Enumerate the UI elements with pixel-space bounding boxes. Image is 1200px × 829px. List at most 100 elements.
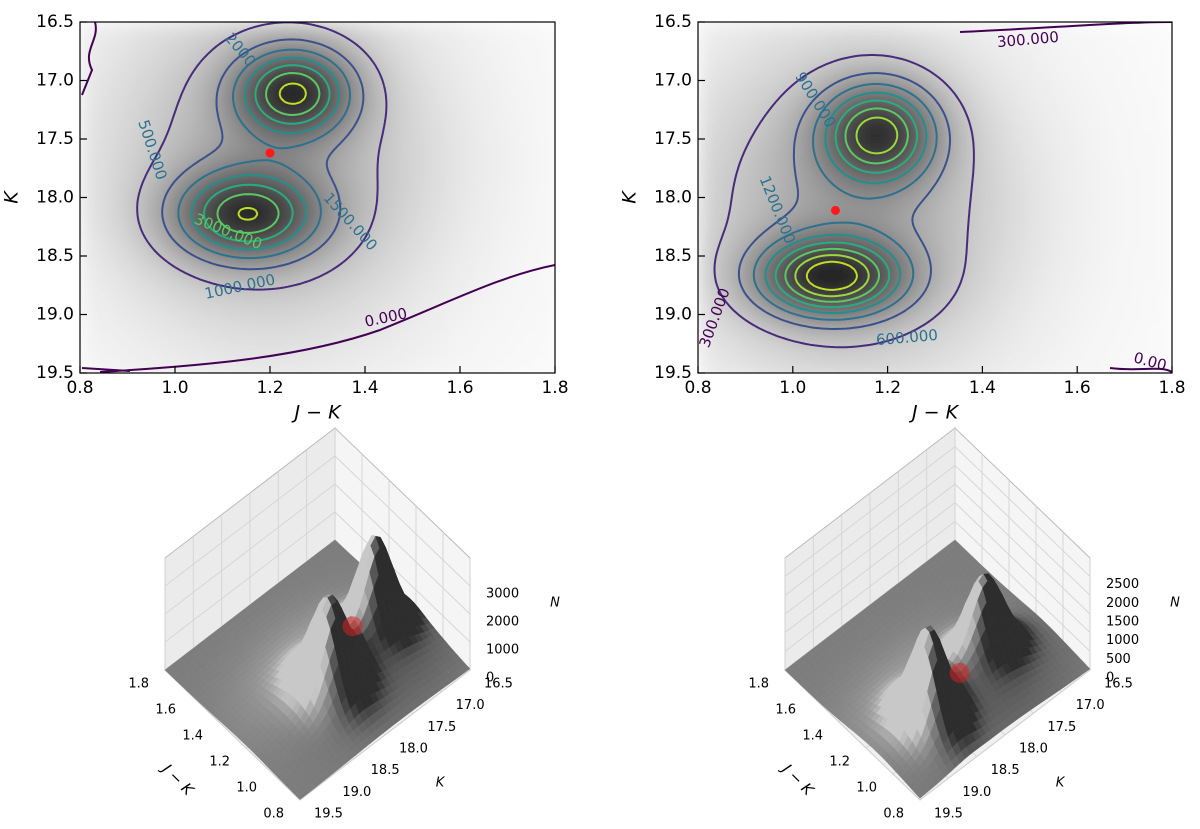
density-cell: [450, 222, 461, 233]
density-cell: [360, 132, 371, 143]
density-cell: [1008, 332, 1019, 343]
y-tick-label: 18.0: [36, 188, 74, 208]
density-cell: [150, 52, 161, 63]
density-cell: [918, 192, 929, 203]
density-cell: [370, 342, 381, 353]
density-cell: [1048, 82, 1059, 93]
density-cell: [360, 262, 371, 273]
density-cell: [450, 302, 461, 313]
density-cell: [280, 262, 291, 273]
density-cell: [718, 312, 729, 323]
density-cell: [758, 72, 769, 83]
density-cell: [988, 42, 999, 53]
density-cell: [1038, 42, 1049, 53]
density-cell: [968, 302, 979, 313]
density-cell: [918, 282, 929, 293]
density-cell: [1068, 152, 1079, 163]
density-cell: [888, 332, 899, 343]
density-cell: [280, 132, 291, 143]
density-cell: [748, 352, 759, 363]
density-cell: [420, 252, 431, 263]
density-cell: [1028, 122, 1039, 133]
density-cell: [410, 272, 421, 283]
density-cell: [718, 242, 729, 253]
density-cell: [1148, 192, 1159, 203]
density-cell: [1158, 262, 1169, 273]
y-tick-label: 19.5: [36, 363, 74, 383]
density-cell: [788, 322, 799, 333]
density-cell: [938, 212, 949, 223]
density-cell: [460, 82, 471, 93]
density-cell: [440, 362, 451, 373]
density-cell: [818, 182, 829, 193]
density-cell: [200, 212, 211, 223]
density-cell: [748, 42, 759, 53]
density-cell: [728, 302, 739, 313]
density-cell: [420, 32, 431, 43]
density-cell: [938, 292, 949, 303]
density-cell: [260, 152, 271, 163]
density-cell: [310, 82, 321, 93]
density-cell: [80, 112, 91, 123]
density-cell: [978, 252, 989, 263]
density-cell: [1088, 212, 1099, 223]
density-cell: [420, 332, 431, 343]
density-cell: [758, 302, 769, 313]
x-tick-label: 1.4: [802, 729, 823, 744]
density-cell: [1158, 222, 1169, 233]
density-cell: [300, 222, 311, 233]
density-cell: [420, 192, 431, 203]
density-cell: [130, 302, 141, 313]
density-cell: [520, 262, 531, 273]
density-cell: [698, 82, 709, 93]
density-cell: [280, 82, 291, 93]
density-cell: [858, 42, 869, 53]
density-cell: [220, 42, 231, 53]
density-cell: [490, 162, 501, 173]
density-cell: [370, 212, 381, 223]
density-cell: [170, 342, 181, 353]
density-cell: [270, 232, 281, 243]
density-cell: [748, 322, 759, 333]
density-cell: [190, 372, 201, 373]
density-cell: [1008, 292, 1019, 303]
density-cell: [390, 122, 401, 133]
density-cell: [708, 92, 719, 103]
density-cell: [968, 62, 979, 73]
density-cell: [1018, 142, 1029, 153]
density-cell: [1138, 322, 1149, 333]
density-cell: [480, 92, 491, 103]
density-cell: [220, 132, 231, 143]
density-cell: [300, 232, 311, 243]
density-cell: [340, 202, 351, 213]
density-cell: [500, 292, 511, 303]
density-cell: [1108, 272, 1119, 283]
density-cell: [1078, 282, 1089, 293]
density-cell: [310, 232, 321, 243]
contour-label: 300.000: [996, 28, 1059, 51]
density-cell: [290, 42, 301, 53]
density-cell: [80, 92, 91, 103]
density-cell: [1008, 142, 1019, 153]
density-cell: [550, 162, 555, 173]
density-cell: [1108, 82, 1119, 93]
density-cell: [808, 242, 819, 253]
density-cell: [928, 192, 939, 203]
density-cell: [290, 92, 301, 103]
density-cell: [798, 112, 809, 123]
density-cell: [340, 322, 351, 333]
density-cell: [120, 132, 131, 143]
density-cell: [400, 72, 411, 83]
density-cell: [918, 172, 929, 183]
density-cell: [490, 222, 501, 233]
density-cell: [1048, 112, 1059, 123]
density-cell: [120, 52, 131, 63]
density-cell: [160, 72, 171, 83]
density-cell: [868, 92, 879, 103]
density-cell: [530, 52, 541, 63]
density-cell: [1058, 292, 1069, 303]
density-cell: [240, 32, 251, 43]
density-cell: [1028, 262, 1039, 273]
density-cell: [190, 242, 201, 253]
